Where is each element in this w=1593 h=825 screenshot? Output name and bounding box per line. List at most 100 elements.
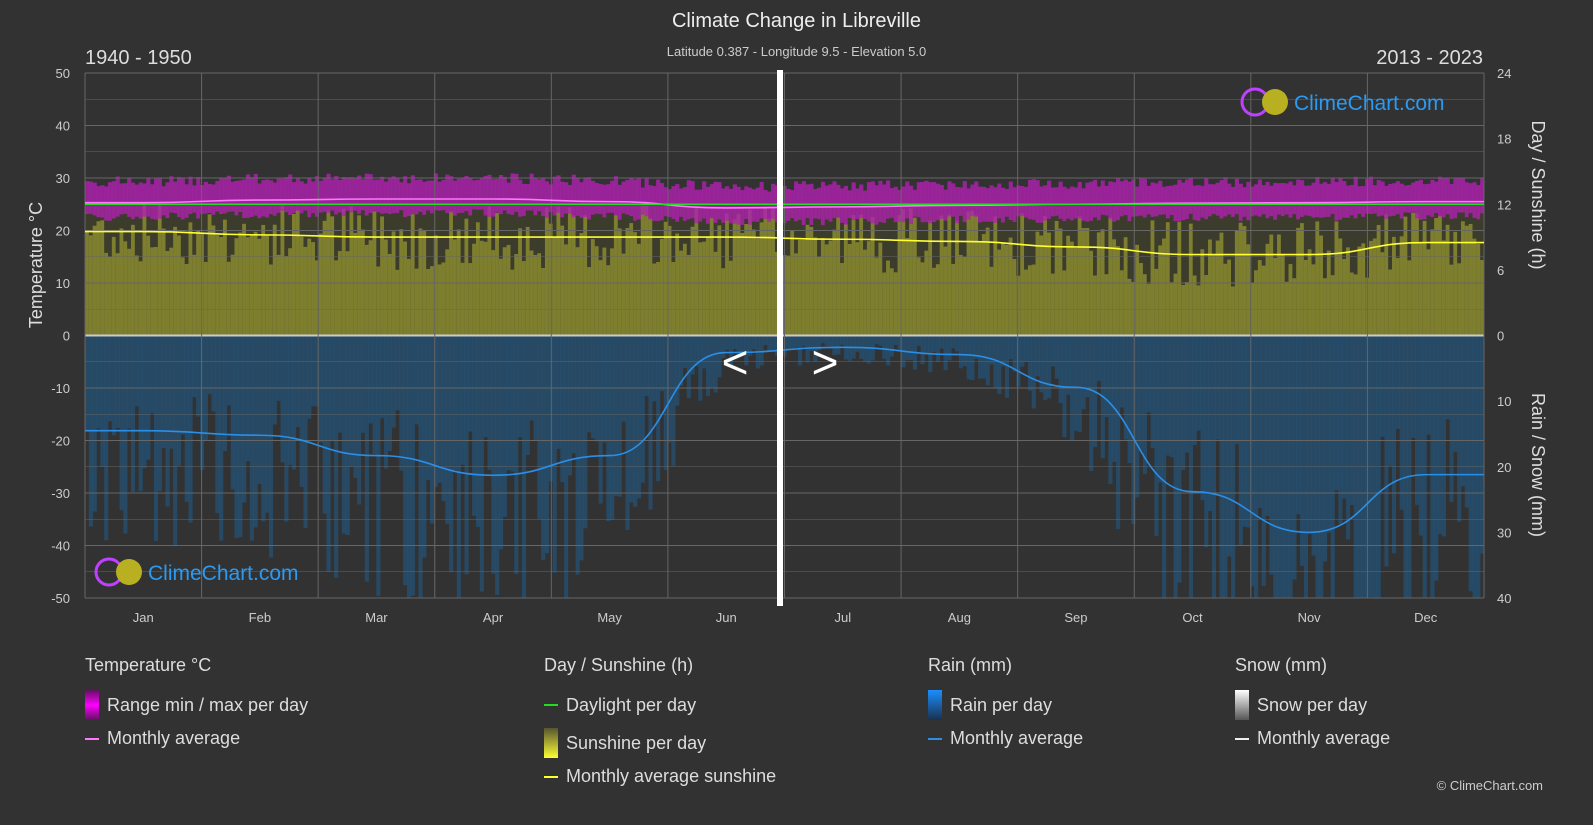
rain-bar xyxy=(1035,335,1040,377)
temp-range-bar xyxy=(702,181,707,219)
copyright: © ClimeChart.com xyxy=(1436,778,1543,793)
temp-range-bar xyxy=(794,181,799,222)
next-arrow-button[interactable]: > xyxy=(812,336,839,388)
rain-bar xyxy=(955,335,960,352)
daylight-bar xyxy=(1169,204,1174,336)
temp-range-bar xyxy=(1162,186,1167,215)
rain-bar xyxy=(1388,335,1393,466)
rain-bar xyxy=(1395,335,1400,430)
rain-bar xyxy=(552,335,557,573)
sunshine-bar xyxy=(1096,232,1102,336)
rain-bar xyxy=(169,335,174,449)
temp-range-bar xyxy=(690,181,695,219)
temp-range-bar xyxy=(253,174,258,216)
temp-range-bar xyxy=(322,178,327,212)
sunshine-swatch xyxy=(544,728,558,758)
sunshine-bar xyxy=(820,237,826,336)
daylight-bar xyxy=(1185,204,1190,336)
temp-range-bar xyxy=(1211,184,1216,215)
temp-range-bar xyxy=(1154,183,1159,217)
sunshine-bar xyxy=(475,222,481,336)
rain-bar xyxy=(878,335,883,346)
temp-range-bar xyxy=(307,178,312,218)
sunshine-bar xyxy=(740,233,745,336)
temp-range-bar xyxy=(1330,177,1335,214)
sunshine-bar xyxy=(824,244,829,336)
rain-bar xyxy=(426,335,431,480)
rain-bar xyxy=(751,335,757,350)
temp-range-bar xyxy=(1395,181,1400,215)
sunshine-bar xyxy=(617,228,622,336)
temp-range-bar xyxy=(886,180,891,219)
temp-range-bar xyxy=(717,182,722,220)
rain-bar xyxy=(828,335,833,347)
temp-range-bar xyxy=(606,184,611,213)
sunshine-bar xyxy=(1100,229,1105,336)
rain-bar xyxy=(123,335,128,534)
sunshine-bar xyxy=(437,264,442,336)
sunshine-bar xyxy=(606,265,611,336)
temp-range-bar xyxy=(226,175,231,212)
sunshine-bar xyxy=(709,217,714,336)
temp-range-bar xyxy=(805,184,810,219)
sunshine-bar xyxy=(1135,244,1140,336)
sunshine-bar xyxy=(690,226,695,336)
temp-range-bar xyxy=(1127,181,1132,222)
rain-bar xyxy=(322,335,327,514)
rain-bar xyxy=(717,335,722,378)
sunshine-bar xyxy=(429,266,435,336)
temp-range-bar xyxy=(161,186,166,216)
sunshine-bar xyxy=(1384,214,1389,336)
rain-bar xyxy=(809,335,814,351)
rain-bar xyxy=(889,335,895,357)
daylight-bar xyxy=(1204,204,1209,336)
daylight-bar xyxy=(1349,204,1354,336)
rain-bar xyxy=(188,335,193,523)
chart-subtitle: Latitude 0.387 - Longitude 9.5 - Elevati… xyxy=(666,44,927,59)
temp-range-bar xyxy=(445,174,450,214)
rain-bar xyxy=(763,335,768,346)
temp-range-bar xyxy=(1215,182,1220,216)
sunshine-bar xyxy=(989,266,994,336)
sunshine-bar xyxy=(1480,260,1485,336)
sunshine-bar xyxy=(652,263,657,336)
sunshine-bar xyxy=(142,204,147,336)
period-divider[interactable] xyxy=(777,70,783,606)
rain-bar xyxy=(111,335,116,436)
daylight-bar xyxy=(1173,204,1178,336)
sunshine-bar xyxy=(395,269,400,336)
rain-bar xyxy=(1445,335,1450,420)
rain-bar xyxy=(1127,335,1132,464)
sunshine-bar xyxy=(452,239,458,336)
rain-bar xyxy=(510,335,515,472)
sunshine-bar xyxy=(1054,221,1059,336)
sunshine-bar xyxy=(1438,215,1443,336)
rain-bar xyxy=(1257,335,1262,509)
temp-range-bar xyxy=(142,183,147,217)
rain-bar xyxy=(1177,335,1182,583)
rain-bar xyxy=(364,335,369,582)
temp-range-bar xyxy=(479,177,484,210)
rain-bar xyxy=(579,335,584,561)
rain-bar xyxy=(613,335,619,497)
temp-range-bar xyxy=(449,176,454,213)
prev-arrow-button[interactable]: < xyxy=(722,336,749,388)
sunshine-bar xyxy=(1150,220,1155,336)
sunshine-bar xyxy=(288,248,293,336)
temp-range-bar xyxy=(364,173,369,216)
temp-range-bar xyxy=(629,177,634,217)
rain-bar xyxy=(437,335,442,483)
sunshine-bar xyxy=(426,268,431,336)
daylight-bar xyxy=(1323,204,1328,336)
sunshine-bar xyxy=(1284,281,1289,336)
rain-bar xyxy=(824,335,829,347)
temp-range-bar xyxy=(656,179,661,222)
temp-range-bar xyxy=(1058,181,1063,219)
temp-range-bar xyxy=(92,182,97,216)
rain-bar xyxy=(1426,335,1431,435)
temp-range-bar xyxy=(130,182,136,220)
temp-range-bar xyxy=(1315,177,1320,218)
sunshine-bar xyxy=(951,263,956,336)
y-left-tick: -50 xyxy=(51,591,70,606)
sunshine-bar xyxy=(537,253,542,336)
